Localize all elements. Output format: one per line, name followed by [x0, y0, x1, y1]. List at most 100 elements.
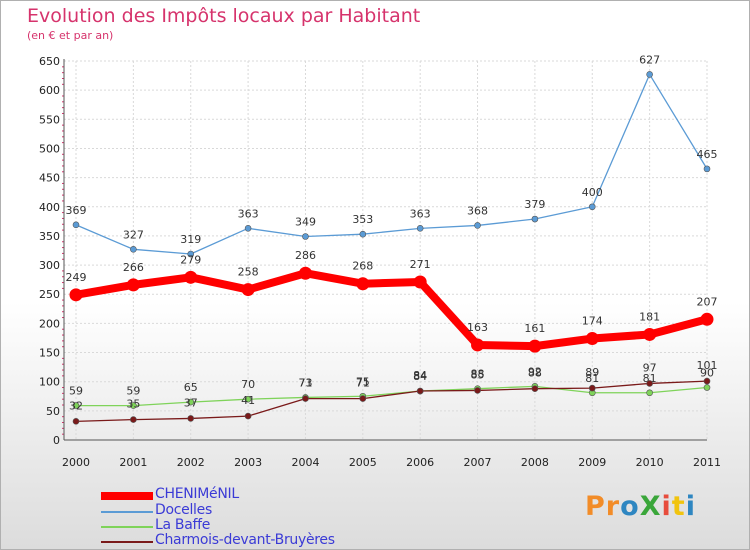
data-point-chenim-nil-2011	[700, 312, 714, 326]
x-tick-label-2004: 2004	[291, 456, 319, 469]
chart-title: Evolution des Impôts locaux par Habitant	[27, 5, 421, 27]
data-point-la-baffe-2010	[646, 389, 653, 397]
logo-letter: r	[605, 491, 621, 522]
data-point-chenim-nil-2004	[298, 266, 312, 280]
data-label-la-baffe-2004: 73	[298, 376, 312, 389]
data-label-chenim-nil-2008: 161	[524, 322, 545, 335]
data-point-docelles-2011	[703, 165, 711, 173]
data-label-docelles-2005: 353	[352, 213, 373, 226]
x-tick-label-2008: 2008	[521, 456, 549, 469]
y-tick-label-350: 350	[39, 230, 60, 243]
data-point-la-baffe-2003	[244, 395, 252, 403]
data-point-docelles-2006	[416, 225, 424, 232]
x-tick-label-2009: 2009	[578, 456, 606, 469]
data-point-docelles-2005	[359, 230, 367, 238]
data-label-charmois-devant-bruy-res-2011: 101	[697, 359, 718, 372]
legend-label-chenimenil: CHENIMéNIL	[155, 486, 239, 502]
data-label-docelles-2007: 368	[467, 204, 488, 217]
data-point-charmois-devant-bruy-res-2010	[646, 380, 653, 387]
legend-swatch-docelles	[101, 511, 153, 513]
data-label-chenim-nil-2002: 279	[180, 253, 201, 266]
x-tick-label-2002: 2002	[177, 456, 205, 469]
series-line-docelles	[75, 73, 708, 255]
data-point-charmois-devant-bruy-res-2005	[359, 395, 367, 402]
legend-label-docelles: Docelles	[155, 502, 212, 518]
y-tick-label-550: 550	[39, 113, 60, 126]
x-tick-label-2001: 2001	[119, 456, 147, 469]
data-label-chenim-nil-2005: 268	[352, 260, 373, 273]
y-tick-label-500: 500	[39, 142, 60, 155]
data-label-charmois-devant-bruy-res-2004: 71	[298, 377, 312, 390]
data-point-docelles-2009	[588, 203, 596, 211]
data-label-la-baffe-2000: 59	[69, 385, 83, 398]
logo-letter: o	[620, 491, 640, 522]
data-point-docelles-2001	[130, 246, 137, 253]
data-point-charmois-devant-bruy-res-2001	[130, 416, 137, 423]
data-label-docelles-2010: 627	[639, 53, 660, 66]
x-tick-label-2003: 2003	[234, 456, 262, 469]
y-tick-label-400: 400	[39, 201, 60, 214]
data-point-chenim-nil-2000	[69, 288, 83, 302]
data-label-la-baffe-2010: 81	[643, 372, 657, 385]
legend-swatch-charmois	[101, 541, 153, 543]
y-tick-label-600: 600	[39, 84, 60, 97]
data-point-chenim-nil-2006	[413, 275, 427, 289]
data-point-charmois-devant-bruy-res-2004	[302, 395, 309, 402]
y-tick-label-150: 150	[39, 347, 60, 360]
data-point-charmois-devant-bruy-res-2008	[531, 385, 539, 392]
data-label-chenim-nil-2009: 174	[582, 315, 603, 328]
data-label-chenim-nil-2011: 207	[697, 295, 718, 308]
y-tick-label-250: 250	[39, 288, 60, 301]
data-point-chenim-nil-2005	[356, 277, 370, 291]
data-label-charmois-devant-bruy-res-2006: 84	[413, 369, 427, 382]
data-point-chenim-nil-2009	[585, 332, 599, 346]
series-line-charmois-devant-bruy-res	[75, 380, 708, 422]
data-point-charmois-devant-bruy-res-2011	[703, 377, 711, 385]
data-label-docelles-2004: 349	[295, 216, 316, 229]
data-point-charmois-devant-bruy-res-2000	[72, 418, 80, 425]
data-point-docelles-2002	[187, 250, 195, 258]
y-tick-label-50: 50	[46, 405, 60, 418]
data-point-docelles-2008	[531, 215, 539, 223]
data-point-docelles-2007	[474, 222, 481, 229]
data-label-docelles-2001: 327	[123, 228, 144, 241]
x-tick-label-2000: 2000	[62, 456, 90, 469]
data-label-la-baffe-2005: 75	[356, 375, 370, 388]
chart-subtitle: (en € et par an)	[27, 29, 114, 42]
data-label-docelles-2009: 400	[582, 186, 603, 199]
data-point-la-baffe-2000	[72, 402, 80, 409]
series-line-chenim-nil	[72, 269, 711, 351]
data-point-la-baffe-2002	[187, 398, 195, 406]
y-tick-label-200: 200	[39, 317, 60, 330]
data-point-chenim-nil-2008	[528, 339, 542, 353]
data-label-docelles-2000: 369	[66, 204, 87, 217]
series-line-la-baffe	[75, 385, 708, 407]
logo-letter: X	[639, 491, 662, 522]
data-point-docelles-2000	[72, 221, 80, 229]
x-tick-label-2011: 2011	[693, 456, 721, 469]
data-label-charmois-devant-bruy-res-2010: 97	[643, 361, 657, 374]
data-point-chenim-nil-2010	[643, 327, 657, 341]
data-label-docelles-2002: 319	[180, 233, 201, 246]
y-tick-label-100: 100	[39, 376, 60, 389]
data-label-chenim-nil-2000: 249	[66, 271, 87, 284]
legend-swatch-chenimenil	[101, 492, 153, 500]
data-point-docelles-2003	[244, 225, 252, 232]
data-point-chenim-nil-2001	[126, 278, 140, 292]
data-label-docelles-2008: 379	[524, 198, 545, 211]
data-label-charmois-devant-bruy-res-2007: 85	[471, 368, 485, 381]
legend-label-charmois: Charmois-devant-Bruyères	[155, 532, 335, 548]
data-label-chenim-nil-2007: 163	[467, 321, 488, 334]
data-point-la-baffe-2011	[703, 384, 711, 391]
data-point-docelles-2004	[302, 233, 309, 240]
data-label-docelles-2011: 465	[697, 148, 718, 161]
proxiti-logo: ProXiti	[585, 491, 696, 522]
y-tick-label-0: 0	[53, 434, 60, 447]
data-label-la-baffe-2001: 59	[126, 385, 140, 398]
data-label-charmois-devant-bruy-res-2000: 32	[69, 399, 83, 412]
data-point-la-baffe-2001	[130, 402, 137, 409]
data-point-charmois-devant-bruy-res-2009	[588, 384, 596, 392]
data-label-la-baffe-2008: 92	[528, 365, 542, 378]
y-tick-label-300: 300	[39, 259, 60, 272]
